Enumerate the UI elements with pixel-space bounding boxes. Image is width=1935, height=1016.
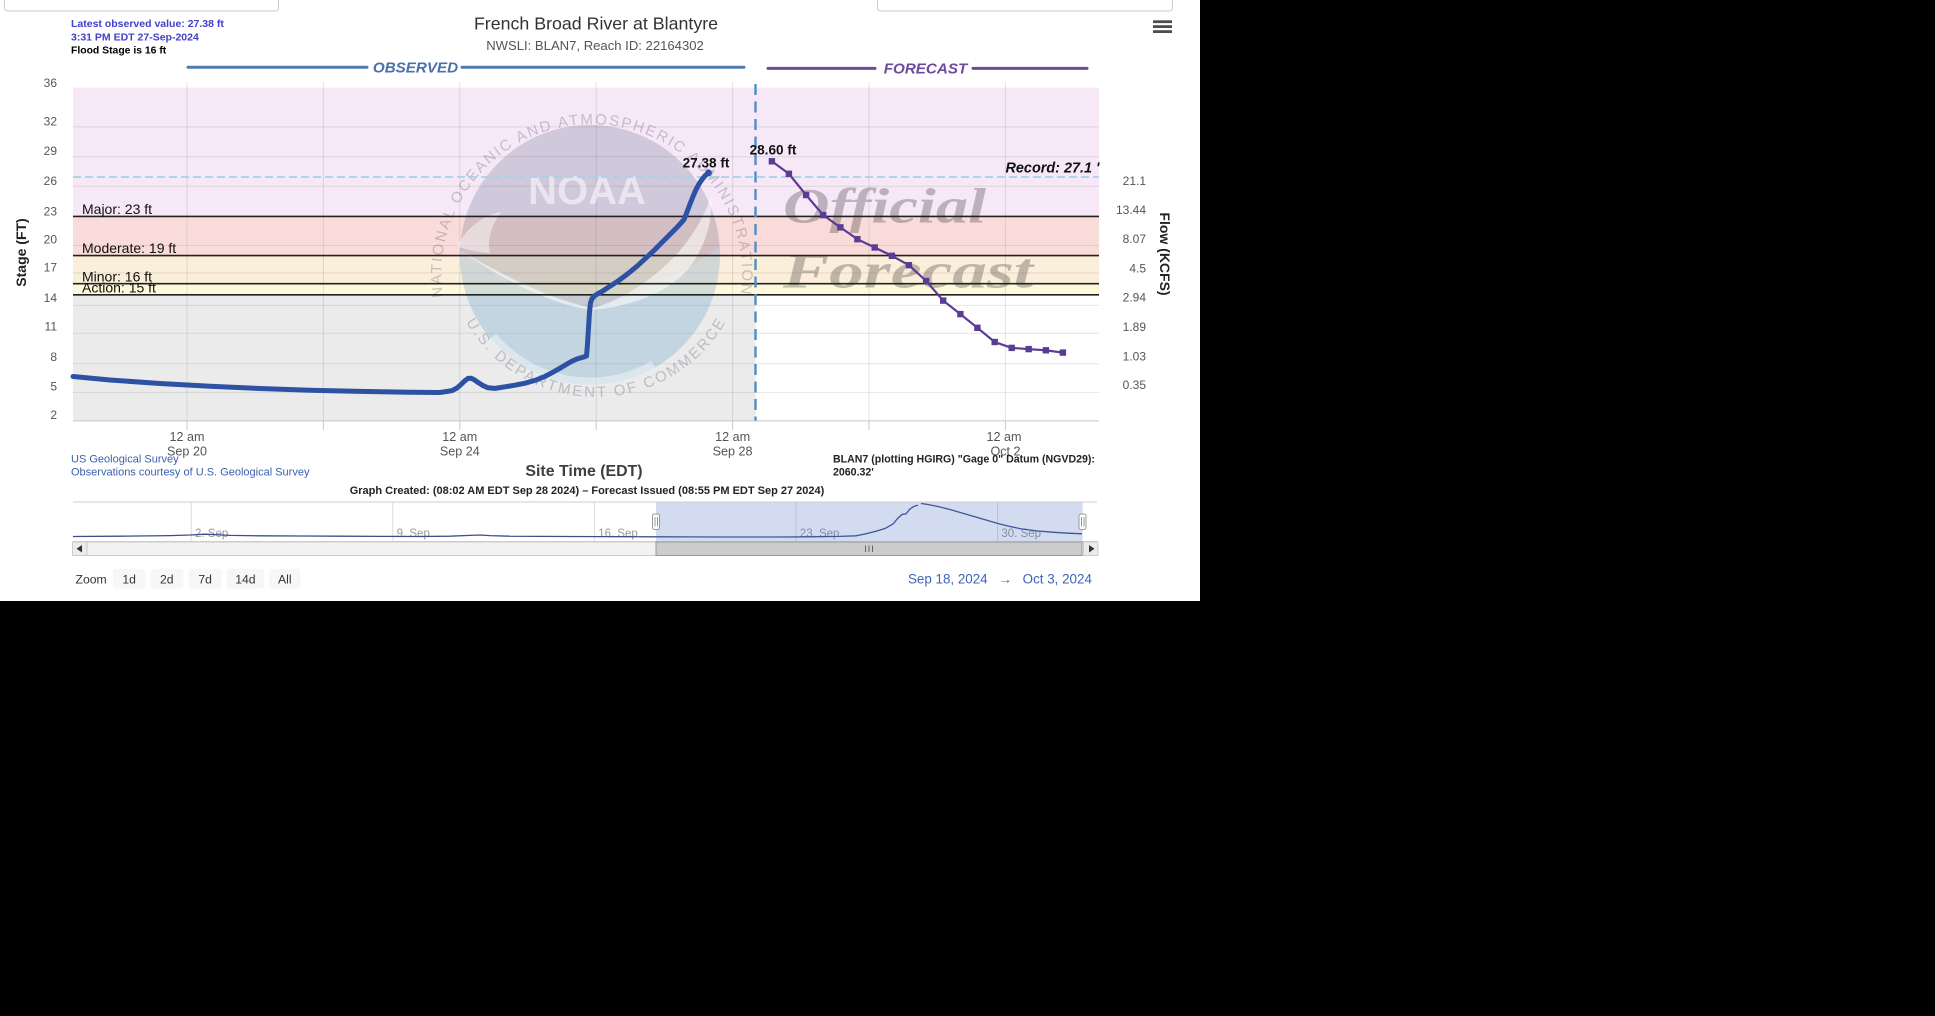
svg-text:Site Time (EDT): Site Time (EDT) [525,463,642,480]
svg-text:8.07: 8.07 [1123,232,1147,246]
svg-text:8: 8 [50,350,57,364]
svg-text:7d: 7d [198,573,212,587]
svg-text:23: 23 [44,205,58,219]
svg-text:Flood Stage is 16 ft: Flood Stage is 16 ft [71,45,167,56]
svg-text:29: 29 [44,144,58,158]
svg-text:20: 20 [44,233,58,247]
svg-text:Major: 23 ft: Major: 23 ft [82,201,152,217]
svg-text:Sep 18, 2024: Sep 18, 2024 [908,572,988,587]
svg-text:28.60 ft: 28.60 ft [750,143,797,158]
svg-text:BLAN7 (plotting HGIRG) "Gage 0: BLAN7 (plotting HGIRG) "Gage 0" Datum (N… [833,454,1095,466]
svg-text:FORECAST: FORECAST [884,60,969,77]
svg-text:Zoom: Zoom [76,572,107,586]
svg-text:Sep 20: Sep 20 [167,445,207,459]
svg-text:Stage (FT): Stage (FT) [13,218,29,286]
svg-text:Record: 27.1 ': Record: 27.1 ' [1006,160,1100,177]
svg-text:4.5: 4.5 [1129,262,1146,276]
svg-text:12 am: 12 am [986,430,1021,444]
svg-text:12 am: 12 am [169,430,204,444]
svg-text:2.94: 2.94 [1123,291,1147,305]
svg-text:5: 5 [50,380,57,394]
svg-text:2060.32': 2060.32' [833,466,874,478]
svg-text:OBSERVED: OBSERVED [373,59,458,76]
svg-text:27.38 ft: 27.38 ft [683,156,730,171]
svg-text:0.35: 0.35 [1123,378,1147,392]
svg-text:All: All [278,573,292,587]
svg-text:French Broad River at Blantyre: French Broad River at Blantyre [474,14,718,34]
svg-text:Action: 15 ft: Action: 15 ft [82,280,156,296]
svg-text:17: 17 [44,261,58,275]
svg-text:→: → [999,572,1012,587]
svg-text:Official: Official [783,178,986,234]
svg-text:16. Sep: 16. Sep [598,528,638,540]
svg-text:Forecast: Forecast [782,243,1036,299]
svg-text:26: 26 [44,174,58,188]
svg-text:Minor: 16 ft: Minor: 16 ft [82,269,152,285]
svg-text:Graph Created: (08:02 AM EDT S: Graph Created: (08:02 AM EDT Sep 28 2024… [350,485,825,497]
svg-text:36: 36 [44,76,58,90]
svg-text:11: 11 [45,320,58,334]
svg-text:Oct 2: Oct 2 [990,445,1020,459]
svg-text:Oct 3, 2024: Oct 3, 2024 [1023,572,1093,587]
svg-text:US Geological Survey: US Geological Survey [71,453,179,465]
svg-text:13.44: 13.44 [1116,203,1146,217]
svg-text:3:31 PM EDT 27-Sep-2024: 3:31 PM EDT 27-Sep-2024 [71,32,199,44]
svg-text:2d: 2d [160,573,174,587]
svg-text:14d: 14d [235,573,255,587]
svg-text:32: 32 [44,115,58,129]
svg-text:1d: 1d [122,572,136,586]
svg-text:12 am: 12 am [715,430,750,444]
svg-text:Flow (KCFS): Flow (KCFS) [1157,212,1173,295]
svg-text:2: 2 [50,408,57,422]
svg-text:Sep 24: Sep 24 [440,445,480,459]
svg-text:Observations courtesy of U.S.: Observations courtesy of U.S. Geological… [71,466,310,478]
svg-text:NOAA: NOAA [528,169,646,213]
svg-text:NWSLI: BLAN7, Reach ID: 221643: NWSLI: BLAN7, Reach ID: 22164302 [486,38,704,53]
svg-text:1.89: 1.89 [1123,320,1147,334]
svg-text:Sep 28: Sep 28 [713,445,753,459]
svg-text:9. Sep: 9. Sep [397,528,430,540]
svg-text:1.03: 1.03 [1123,350,1147,364]
svg-text:12 am: 12 am [442,430,477,444]
svg-text:Latest observed value: 27.38 f: Latest observed value: 27.38 ft [71,18,224,30]
svg-text:30. Sep: 30. Sep [1001,528,1041,540]
svg-text:21.1: 21.1 [1123,174,1147,188]
svg-text:14: 14 [44,291,58,305]
svg-text:Moderate: 19 ft: Moderate: 19 ft [82,240,176,256]
